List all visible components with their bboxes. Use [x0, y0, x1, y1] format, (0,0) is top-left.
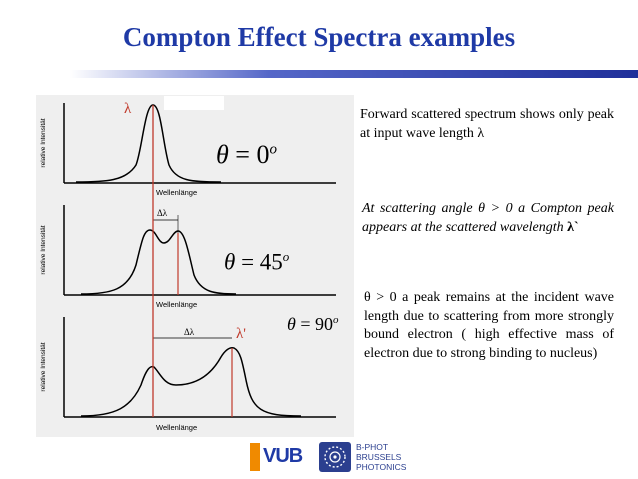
- bphot-line: B-PHOT: [356, 442, 389, 452]
- title-rule: [70, 70, 638, 78]
- label-box: [164, 96, 224, 110]
- bphot-logo: B-PHOT BRUSSELS PHOTONICS: [318, 441, 438, 473]
- compton-peak-text-body: At scattering angle θ > 0 a Compton peak…: [362, 201, 614, 235]
- y-axis-label: relative Intensität: [40, 118, 47, 167]
- panel-theta-45: relative Intensität Wellenlänge Δλ: [40, 205, 336, 309]
- y-axis-label: relative Intensität: [40, 342, 47, 391]
- bphot-line: BRUSSELS: [356, 452, 402, 462]
- spectrum-curve: [80, 347, 302, 417]
- x-axis-label: Wellenlänge: [156, 300, 197, 309]
- spectrum-curve: [80, 229, 237, 295]
- equation-theta-90: θ = 90o: [287, 314, 339, 334]
- y-axis-label: relative Intensität: [40, 225, 47, 274]
- delta-label: Δλ: [184, 327, 195, 337]
- bphot-text: B-PHOT BRUSSELS PHOTONICS: [356, 442, 406, 472]
- vub-logo: VUB: [250, 443, 310, 471]
- spectra-figure: relative Intensität Wellenlänge λ relati…: [36, 95, 354, 437]
- bphot-line: PHOTONICS: [356, 462, 407, 472]
- lambda-prime-label: λ': [236, 326, 246, 342]
- lambda-label: λ: [124, 101, 132, 117]
- panel-theta-90: relative Intensität Wellenlänge Δλ λ': [40, 317, 336, 432]
- delta-label: Δλ: [157, 208, 168, 218]
- forward-scatter-text: Forward scattered spectrum shows only pe…: [360, 107, 614, 141]
- compton-peak-text: At scattering angle θ > 0 a Compton peak…: [362, 200, 614, 237]
- incident-peak-text: θ > 0 a peak remains at the incident wav…: [364, 290, 614, 361]
- equation-theta-0: θ = 0o: [216, 140, 277, 169]
- equation-theta-45: θ = 45o: [224, 249, 290, 275]
- vub-logo-text: VUB: [263, 445, 303, 467]
- x-axis-label: Wellenlänge: [156, 423, 197, 432]
- vub-logo-graphic: [250, 443, 262, 471]
- spectra-plot: relative Intensität Wellenlänge λ relati…: [40, 96, 336, 432]
- bphot-emblem: [319, 442, 351, 472]
- slide-title: Compton Effect Spectra examples: [122, 22, 516, 52]
- x-axis-label: Wellenlänge: [156, 188, 197, 197]
- panel-theta-0: relative Intensität Wellenlänge λ: [40, 96, 336, 197]
- lambda-prime-symbol: λ`: [567, 219, 579, 235]
- vub-orange-bar: [250, 443, 260, 471]
- spectrum-curve: [75, 104, 222, 183]
